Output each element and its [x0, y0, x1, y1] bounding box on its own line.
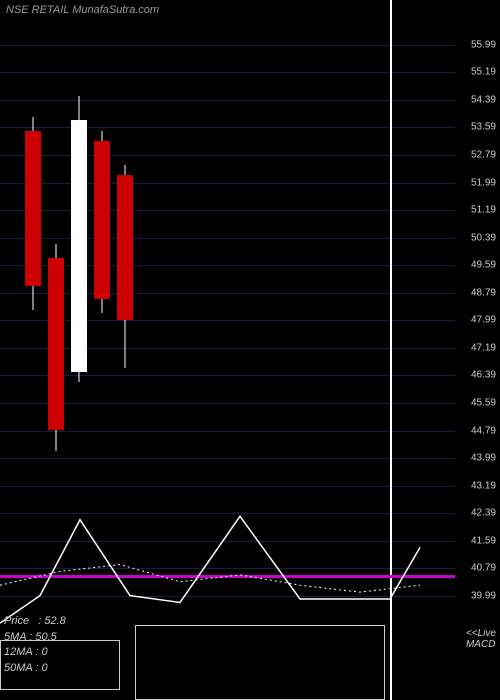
y-axis-label: 40.79 [471, 563, 496, 574]
grid-line [0, 72, 455, 73]
grid-line [0, 348, 455, 349]
grid-line [0, 45, 455, 46]
ma5-label: 5MA [4, 631, 26, 643]
grid-line [0, 458, 455, 459]
grid-line [0, 155, 455, 156]
ma50-label: 50MA [4, 662, 32, 674]
grid-line [0, 293, 455, 294]
y-axis-label: 45.59 [471, 398, 496, 409]
grid-line [0, 568, 455, 569]
grid-line [0, 375, 455, 376]
candlestick [48, 244, 64, 451]
grid-line [0, 210, 455, 211]
grid-line [0, 265, 455, 266]
y-axis-label: 44.79 [471, 425, 496, 436]
ma5-value: 50.5 [35, 631, 56, 643]
price-row: Price : 52.8 [4, 614, 66, 629]
y-axis-label: 43.99 [471, 453, 496, 464]
ma5-row: 5MA : 50.5 [4, 630, 66, 645]
grid-line [0, 183, 455, 184]
y-axis-label: 53.59 [471, 122, 496, 133]
grid-line [0, 596, 455, 597]
y-axis-label: 51.19 [471, 205, 496, 216]
y-axis-label: 50.39 [471, 232, 496, 243]
grid-line [0, 403, 455, 404]
ma50-value: 0 [42, 662, 48, 674]
cursor-vertical-line [390, 0, 392, 700]
y-axis-label: 42.39 [471, 508, 496, 519]
chart-header: NSE RETAIL MunafaSutra.com [6, 4, 159, 16]
grid-line [0, 431, 455, 432]
stock-chart: NSE RETAIL MunafaSutra.com 55.99 55.19 54.… [0, 0, 500, 700]
ma12-value: 0 [42, 646, 48, 658]
price-value: 52.8 [44, 615, 65, 627]
ma12-label: 12MA [4, 646, 32, 658]
y-axis-label: 52.79 [471, 150, 496, 161]
y-axis-label: 46.39 [471, 370, 496, 381]
grid-line [0, 486, 455, 487]
live-text: <<Live [466, 628, 496, 639]
macd-live-label: <<Live MACD [466, 628, 496, 650]
candlestick [25, 117, 41, 310]
candlestick [71, 96, 87, 382]
grid-line [0, 320, 455, 321]
grid-line [0, 541, 455, 542]
candlestick [94, 131, 110, 314]
y-axis-label: 43.19 [471, 480, 496, 491]
grid-line [0, 100, 455, 101]
y-axis-label: 47.99 [471, 315, 496, 326]
ma12-row: 12MA : 0 [4, 645, 66, 660]
y-axis-label: 48.79 [471, 287, 496, 298]
price-info-panel: Price : 52.8 5MA : 50.5 12MA : 0 50MA : … [4, 614, 66, 676]
y-axis-label: 54.39 [471, 94, 496, 105]
y-axis-label: 49.59 [471, 260, 496, 271]
y-axis-label: 55.19 [471, 67, 496, 78]
ma50-row: 50MA : 0 [4, 661, 66, 676]
indicator-box [135, 625, 385, 700]
y-axis-label: 47.19 [471, 342, 496, 353]
y-axis-label: 51.99 [471, 177, 496, 188]
macd-text: MACD [466, 639, 496, 650]
y-axis-label: 41.59 [471, 535, 496, 546]
candlestick [117, 165, 133, 368]
grid-line [0, 513, 455, 514]
y-axis-label: 39.99 [471, 590, 496, 601]
y-axis-label: 55.99 [471, 39, 496, 50]
indicator-band [0, 575, 455, 578]
grid-line [0, 127, 455, 128]
grid-line [0, 238, 455, 239]
price-label: Price [4, 615, 29, 627]
